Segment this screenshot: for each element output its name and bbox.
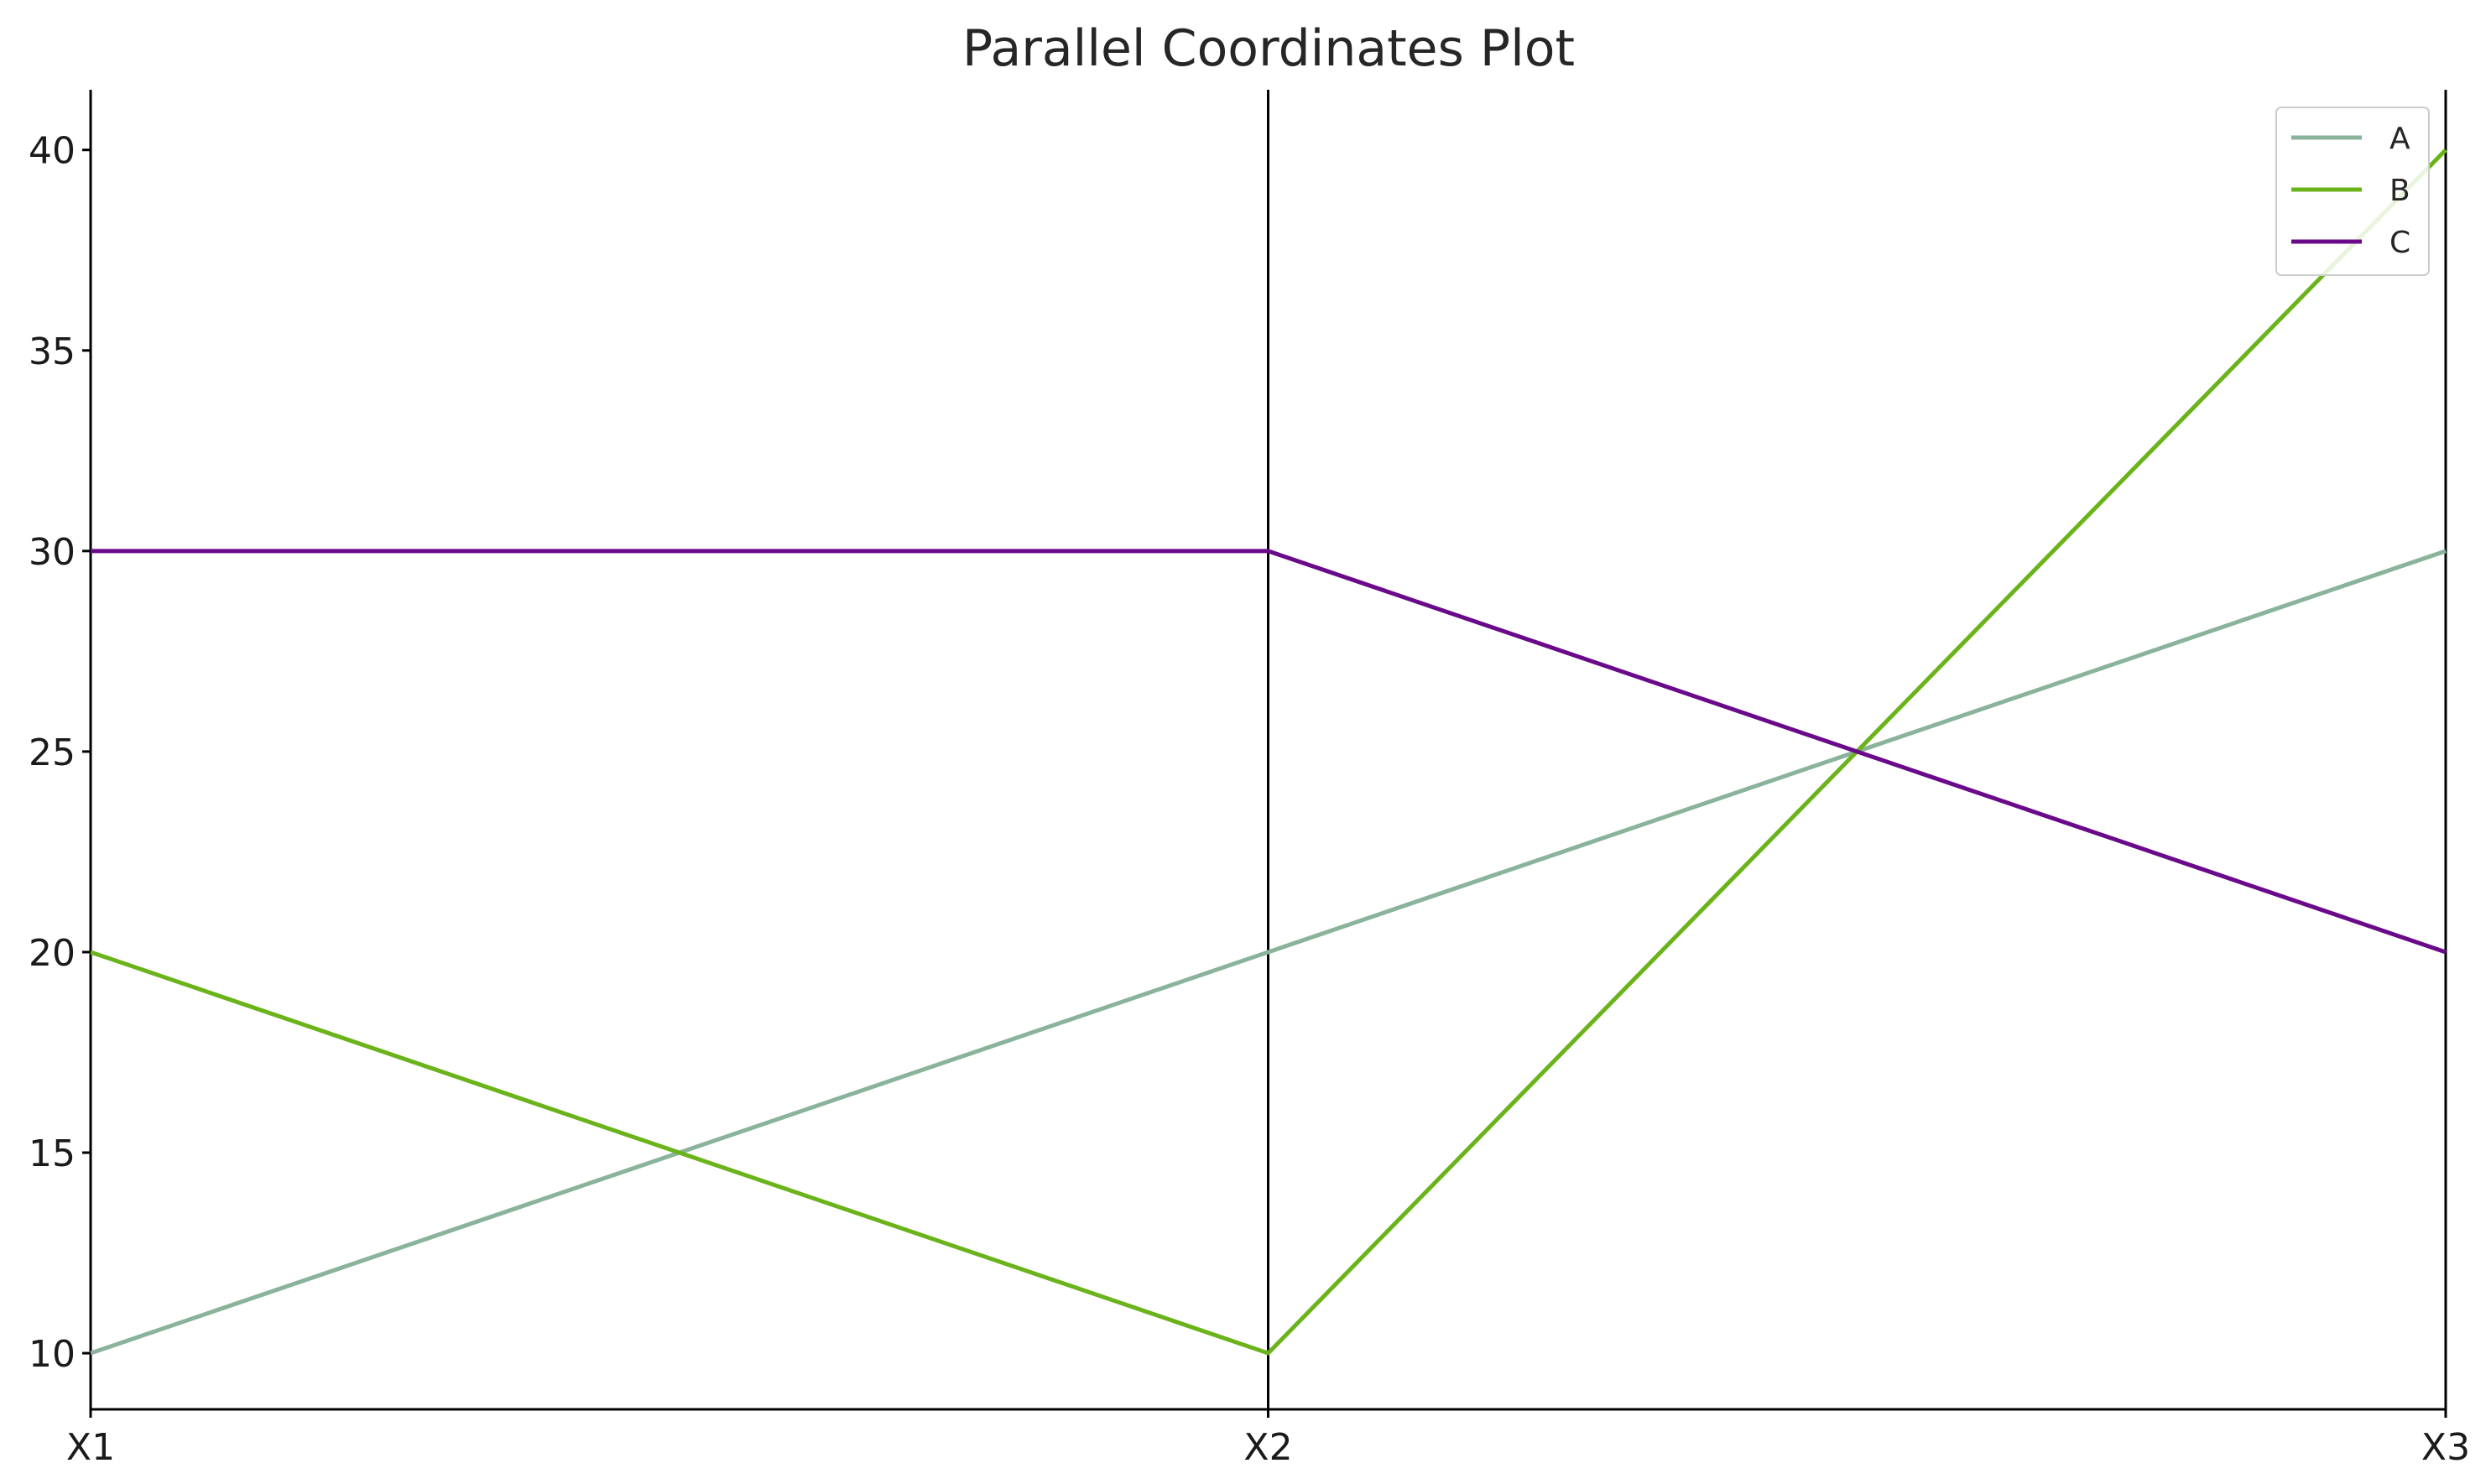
series-line-a	[90, 549, 2447, 1356]
series-line-c	[91, 549, 2447, 955]
y-tick-label: 35	[29, 331, 76, 373]
axes-layer	[89, 90, 2447, 1411]
y-tick-label: 25	[29, 732, 76, 774]
legend-label-b: B	[2389, 174, 2410, 208]
series-line-b	[90, 148, 2447, 1356]
legend-label-a: A	[2389, 122, 2410, 156]
chart-title: Parallel Coordinates Plot	[962, 19, 1575, 78]
series-layer	[90, 148, 2447, 1356]
legend: ABC	[2275, 107, 2430, 276]
legend-label-c: C	[2389, 226, 2410, 260]
y-tick-label: 20	[29, 932, 76, 975]
y-tick-label: 30	[29, 531, 76, 574]
x-tick-label-x1: X1	[66, 1426, 115, 1469]
x-tick-label-x2: X2	[1243, 1426, 1292, 1469]
x-tick-label-x3: X3	[2421, 1426, 2470, 1469]
y-tick-label: 15	[29, 1133, 76, 1175]
ticks-layer: 10 15 20 25 30 35 40 X1 X2 X3	[29, 130, 2470, 1469]
y-tick-label: 40	[29, 130, 76, 173]
y-tick-label: 10	[29, 1333, 76, 1376]
